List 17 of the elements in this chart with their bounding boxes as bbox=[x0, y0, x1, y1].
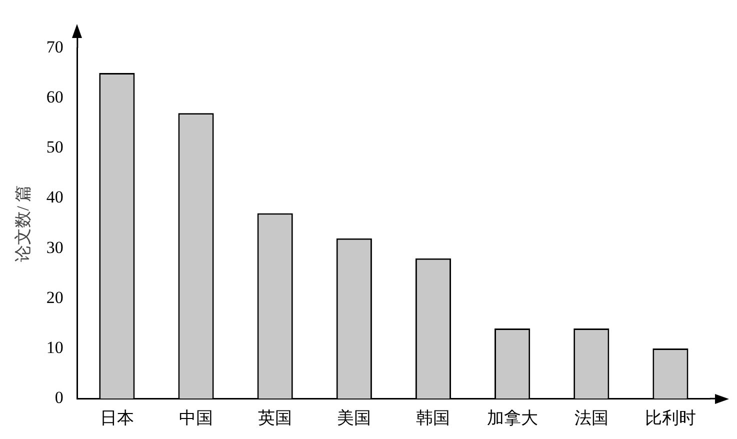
y-tick-label: 0 bbox=[54, 388, 64, 408]
y-axis-title: 论文数/ 篇 bbox=[14, 184, 33, 262]
y-tick-label: 30 bbox=[46, 238, 64, 257]
x-tick-label: 英国 bbox=[258, 408, 292, 428]
x-tick-label: 韩国 bbox=[416, 408, 450, 428]
y-tick-label: 40 bbox=[46, 188, 64, 207]
x-tick-label: 日本 bbox=[100, 408, 134, 428]
x-tick-label: 加拿大 bbox=[486, 408, 538, 428]
y-tick-label: 10 bbox=[46, 338, 64, 357]
x-tick-label: 比利时 bbox=[644, 408, 696, 428]
y-tick-label: 50 bbox=[46, 138, 64, 157]
x-tick-label: 中国 bbox=[179, 408, 214, 428]
y-tick-label: 20 bbox=[46, 288, 64, 307]
x-tick-label: 美国 bbox=[337, 408, 372, 428]
y-tick-label: 70 bbox=[46, 37, 64, 56]
y-tick-label: 60 bbox=[46, 88, 64, 107]
x-tick-label: 法国 bbox=[574, 408, 608, 428]
